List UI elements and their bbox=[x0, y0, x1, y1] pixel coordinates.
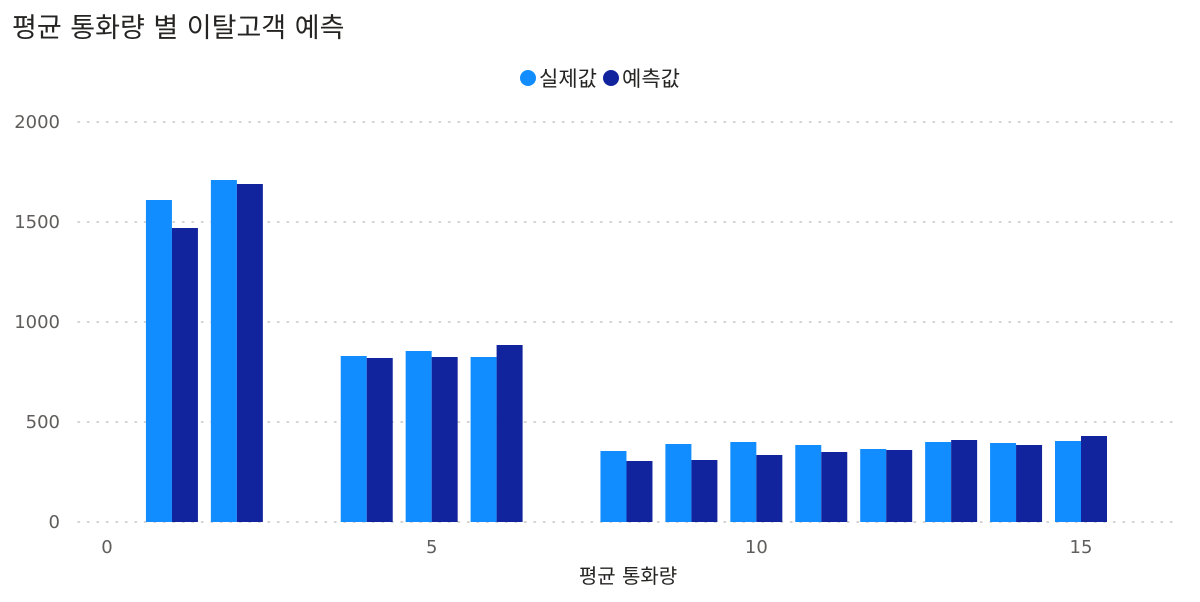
bar-predicted bbox=[1081, 436, 1107, 522]
legend-item-actual[interactable]: 실제값 bbox=[520, 63, 597, 93]
bar-predicted bbox=[1016, 445, 1043, 522]
y-tick-label: 1500 bbox=[14, 212, 60, 233]
bar-predicted bbox=[756, 455, 783, 522]
y-tick-label: 2000 bbox=[14, 112, 60, 133]
legend-marker-predicted bbox=[603, 70, 619, 86]
legend-item-predicted[interactable]: 예측값 bbox=[603, 63, 680, 93]
x-tick-label: 5 bbox=[426, 537, 437, 558]
bar-actual bbox=[210, 180, 237, 522]
bar-actual bbox=[925, 442, 952, 522]
bar-predicted bbox=[236, 184, 263, 522]
y-tick-label: 0 bbox=[49, 512, 60, 533]
bar-actual bbox=[795, 445, 822, 522]
bar-actual bbox=[1055, 441, 1081, 522]
bar-predicted bbox=[431, 357, 458, 522]
x-tick-label: 0 bbox=[101, 537, 112, 558]
legend: 실제값 예측값 bbox=[0, 63, 1200, 93]
x-axis-title: 평균 통화량 bbox=[579, 564, 677, 588]
x-tick-label: 10 bbox=[745, 537, 768, 558]
bar-predicted bbox=[171, 228, 198, 522]
chart-title: 평균 통화량 별 이탈고객 예측 bbox=[12, 13, 345, 44]
y-tick-label: 1000 bbox=[14, 312, 60, 333]
x-tick-label: 15 bbox=[1070, 537, 1093, 558]
bar-actual bbox=[600, 451, 627, 522]
bar-predicted bbox=[366, 358, 393, 522]
bar-actual bbox=[470, 357, 497, 522]
y-tick-label: 500 bbox=[26, 412, 60, 433]
bar-actual bbox=[665, 444, 692, 522]
bar-predicted bbox=[821, 452, 848, 522]
bar-actual bbox=[860, 449, 887, 522]
bar-actual bbox=[145, 200, 172, 522]
bar-actual bbox=[340, 356, 367, 522]
bar-actual bbox=[405, 351, 432, 522]
bar-predicted bbox=[886, 450, 913, 522]
legend-marker-actual bbox=[520, 70, 537, 86]
bar-predicted bbox=[496, 345, 523, 522]
bar-actual bbox=[990, 443, 1017, 522]
legend-label-actual: 실제값 bbox=[539, 67, 597, 91]
legend-label-predicted: 예측값 bbox=[622, 67, 680, 91]
bar-actual bbox=[730, 442, 757, 522]
bar-predicted bbox=[951, 440, 978, 522]
bar-predicted bbox=[626, 461, 653, 522]
bar-predicted bbox=[691, 460, 718, 522]
